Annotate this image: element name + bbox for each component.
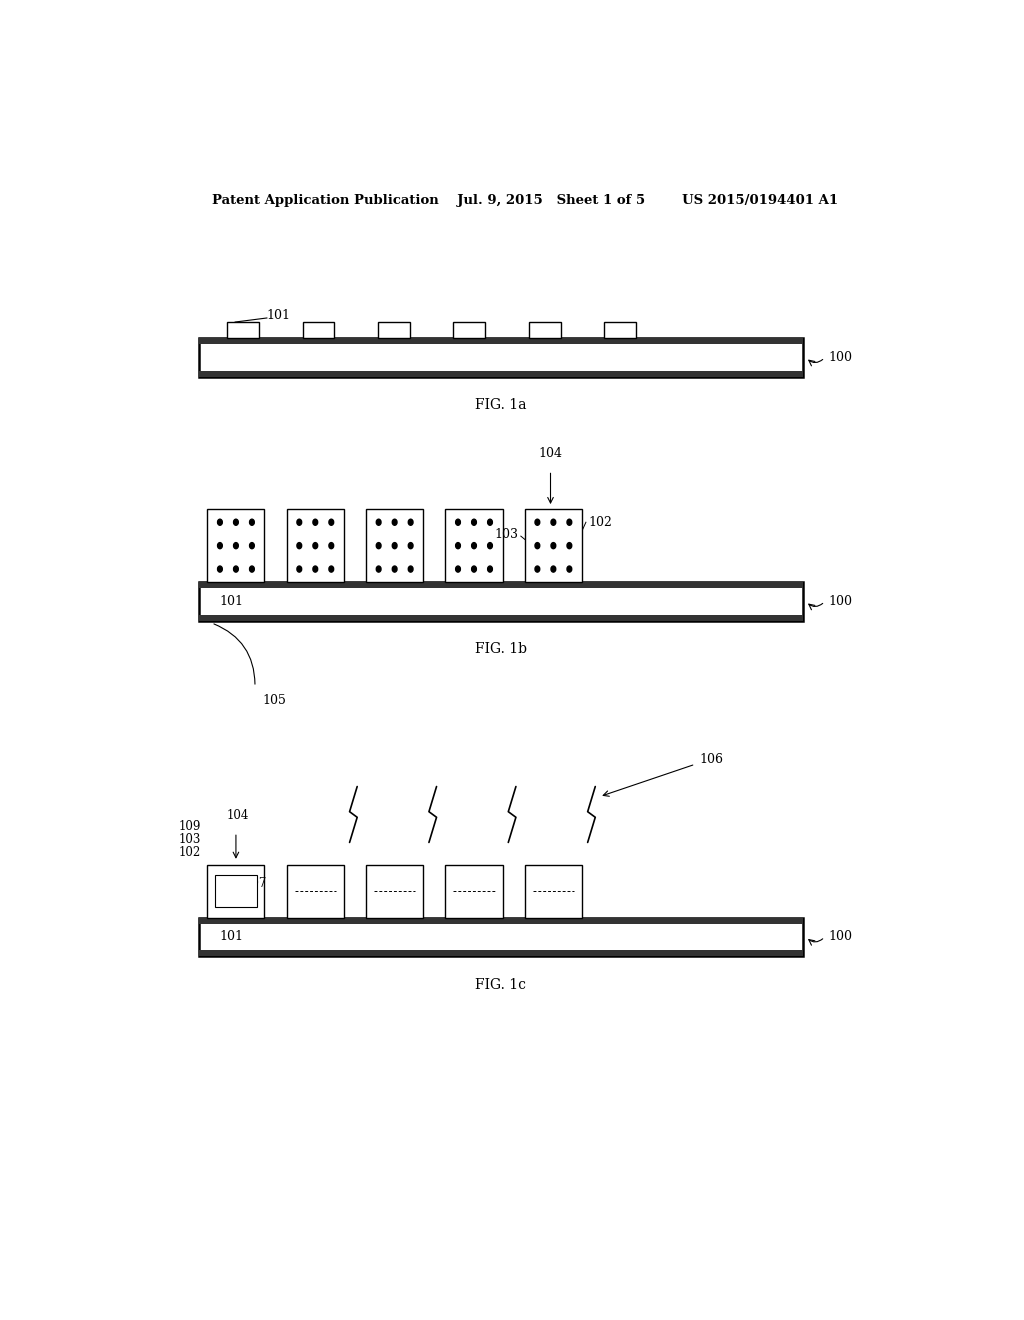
Text: FIG. 1b: FIG. 1b xyxy=(475,643,527,656)
Circle shape xyxy=(313,566,317,572)
Bar xyxy=(524,865,582,917)
Text: 104: 104 xyxy=(226,809,249,822)
Bar xyxy=(287,865,344,917)
Circle shape xyxy=(567,566,571,572)
Circle shape xyxy=(567,543,571,549)
Circle shape xyxy=(297,543,302,549)
Text: 100: 100 xyxy=(828,595,852,609)
Circle shape xyxy=(409,519,413,525)
Circle shape xyxy=(456,519,461,525)
Bar xyxy=(378,322,410,338)
Bar xyxy=(200,917,803,956)
Circle shape xyxy=(250,543,254,549)
Text: 103: 103 xyxy=(178,833,201,846)
Bar xyxy=(200,950,803,956)
Bar xyxy=(528,322,560,338)
Circle shape xyxy=(472,543,476,549)
Circle shape xyxy=(535,519,540,525)
Circle shape xyxy=(535,566,540,572)
Bar xyxy=(200,917,803,924)
Bar xyxy=(367,510,423,582)
Bar xyxy=(445,865,503,917)
Circle shape xyxy=(233,566,239,572)
Bar xyxy=(303,322,334,338)
Circle shape xyxy=(551,519,556,525)
Circle shape xyxy=(297,519,302,525)
Bar xyxy=(200,338,803,378)
Text: 101: 101 xyxy=(267,309,291,322)
Circle shape xyxy=(487,543,493,549)
Circle shape xyxy=(487,519,493,525)
Bar xyxy=(207,510,264,582)
Text: 106: 106 xyxy=(699,752,723,766)
Bar xyxy=(454,322,485,338)
Text: 100: 100 xyxy=(828,931,852,944)
Text: 102: 102 xyxy=(588,516,612,529)
Circle shape xyxy=(376,566,381,572)
Text: 102: 102 xyxy=(179,846,201,859)
Text: 103: 103 xyxy=(495,528,518,541)
Text: FIG. 1c: FIG. 1c xyxy=(475,978,526,991)
Circle shape xyxy=(329,519,334,525)
Circle shape xyxy=(392,543,397,549)
Bar xyxy=(215,875,257,907)
Text: 107: 107 xyxy=(245,876,267,890)
Circle shape xyxy=(297,566,302,572)
Circle shape xyxy=(313,543,317,549)
Circle shape xyxy=(551,566,556,572)
Text: FIG. 1a: FIG. 1a xyxy=(475,399,526,412)
Text: 109: 109 xyxy=(178,820,201,833)
Bar xyxy=(200,615,803,620)
Circle shape xyxy=(329,543,334,549)
Text: Patent Application Publication    Jul. 9, 2015   Sheet 1 of 5        US 2015/019: Patent Application Publication Jul. 9, 2… xyxy=(212,194,838,207)
Text: 100: 100 xyxy=(828,351,852,364)
Bar xyxy=(524,510,582,582)
Circle shape xyxy=(551,543,556,549)
Circle shape xyxy=(233,543,239,549)
Circle shape xyxy=(472,519,476,525)
Circle shape xyxy=(233,519,239,525)
Circle shape xyxy=(487,566,493,572)
Text: 101: 101 xyxy=(219,595,244,609)
Circle shape xyxy=(250,566,254,572)
Circle shape xyxy=(376,543,381,549)
Circle shape xyxy=(313,519,317,525)
Circle shape xyxy=(217,519,222,525)
Bar xyxy=(200,338,803,345)
Circle shape xyxy=(456,543,461,549)
Bar xyxy=(227,322,259,338)
Bar xyxy=(287,510,344,582)
Circle shape xyxy=(250,519,254,525)
Circle shape xyxy=(472,566,476,572)
Circle shape xyxy=(217,543,222,549)
Circle shape xyxy=(409,566,413,572)
Circle shape xyxy=(329,566,334,572)
Text: 105: 105 xyxy=(263,694,287,708)
Text: 104: 104 xyxy=(539,447,562,461)
Bar xyxy=(200,582,803,589)
Circle shape xyxy=(217,566,222,572)
Bar xyxy=(445,510,503,582)
Bar xyxy=(367,865,423,917)
Text: 101: 101 xyxy=(219,931,244,944)
Bar xyxy=(207,865,264,917)
Bar xyxy=(200,582,803,620)
Circle shape xyxy=(392,519,397,525)
Bar xyxy=(200,371,803,378)
Circle shape xyxy=(409,543,413,549)
Circle shape xyxy=(535,543,540,549)
Bar xyxy=(604,322,636,338)
Circle shape xyxy=(567,519,571,525)
Circle shape xyxy=(392,566,397,572)
Circle shape xyxy=(376,519,381,525)
Circle shape xyxy=(456,566,461,572)
